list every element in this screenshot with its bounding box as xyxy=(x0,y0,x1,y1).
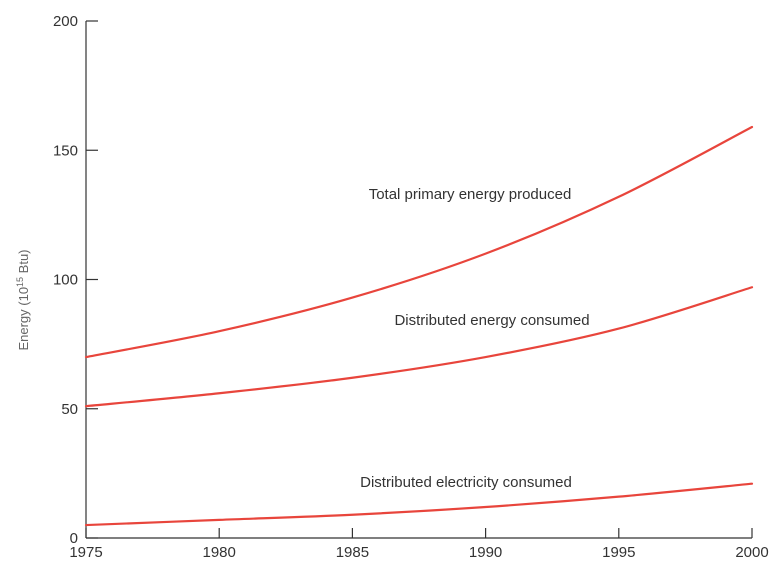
series-lines xyxy=(84,125,754,527)
y-axis-label-main: Energy (10 xyxy=(16,287,31,351)
axis-ticks: 0 50 100 150 200 1975 1980 1985 1990 1995 2000 xyxy=(53,13,769,561)
series-line-distributed-electricity xyxy=(84,482,754,527)
x-tick-label: 1985 xyxy=(336,544,369,561)
series-label-distributed-electricity: Distributed electricity consumed xyxy=(360,474,572,491)
x-tick-label: 2000 xyxy=(735,544,768,561)
x-tick-label: 1975 xyxy=(69,544,102,561)
series-line-distributed-energy xyxy=(84,286,754,408)
x-tick-label: 1995 xyxy=(602,544,635,561)
series-labels: Total primary energy produced Distributed… xyxy=(360,186,589,491)
x-tick-label: 1980 xyxy=(203,544,236,561)
y-tick-label: 100 xyxy=(53,272,78,289)
x-tick-label: 1990 xyxy=(469,544,502,561)
series-label-distributed-energy: Distributed energy consumed xyxy=(394,312,589,329)
y-axis-label: Energy (1015 Btu) xyxy=(15,249,31,350)
y-tick-label: 200 xyxy=(53,13,78,30)
series-label-total-primary-energy: Total primary energy produced xyxy=(369,186,572,203)
y-tick-label: 150 xyxy=(53,142,78,159)
series-line-total-primary-energy xyxy=(84,125,754,359)
y-axis-label-exponent: 15 xyxy=(15,277,25,287)
y-tick-label: 0 xyxy=(70,530,78,547)
y-axis-label-unit: Btu) xyxy=(16,249,31,276)
y-tick-label: 50 xyxy=(61,401,78,418)
